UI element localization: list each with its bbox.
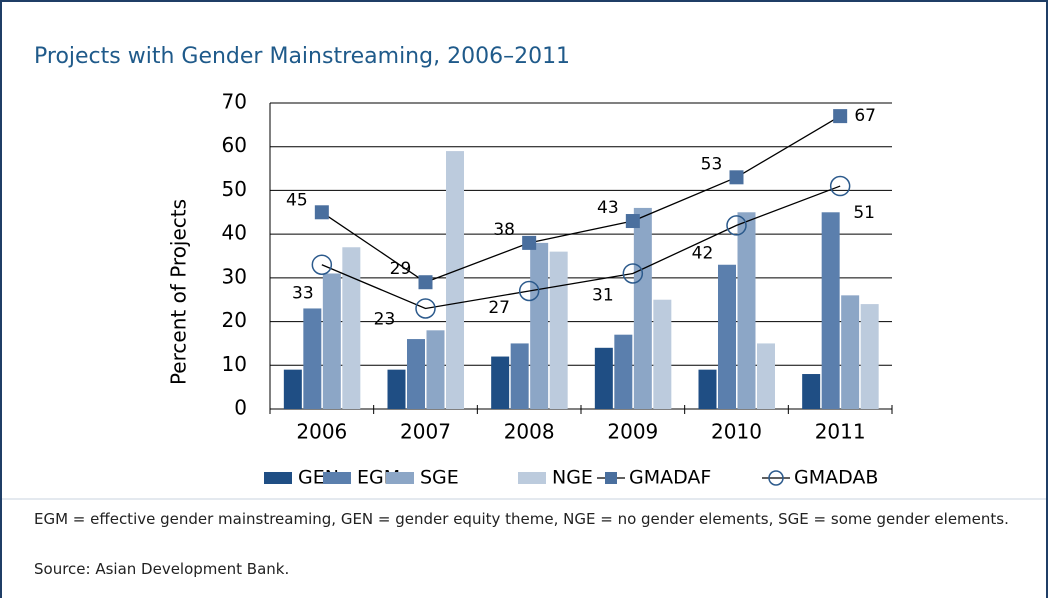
marker [829,175,851,197]
bar [718,264,736,409]
x-tick-label: 2007 [400,420,451,444]
data-label: 38 [493,220,515,240]
data-label: 27 [488,298,510,318]
data-label: 45 [286,190,308,210]
x-tick-label: 2011 [815,420,866,444]
bar [491,356,510,409]
marker [833,109,848,124]
y-tick-label: 40 [222,221,247,245]
data-label: 31 [592,285,614,305]
bar [510,343,529,409]
bar [446,151,464,410]
legend-label: NGE [552,467,593,489]
bar [614,334,633,409]
marker [622,263,644,284]
x-tick-label: 2010 [711,420,762,444]
line [321,115,841,283]
bar [342,247,361,409]
marker [726,215,747,236]
y-tick-label: 20 [222,308,247,332]
legend-swatch [264,472,292,484]
note: EGM = effective gender mainstreaming, GE… [34,510,1009,528]
marker [418,275,433,290]
y-tick-label: 60 [222,133,247,157]
bar [860,304,879,409]
bar [426,330,445,409]
data-label: 42 [692,243,714,263]
y-tick-label: 70 [222,90,247,114]
marker [522,235,537,250]
source: Source: Asian Development Bank. [34,560,290,578]
legend-marker [768,470,784,486]
bar [841,295,860,409]
marker [314,205,329,220]
data-label: 29 [390,259,412,279]
legend-label: GMADAF [629,467,711,489]
bar [698,369,717,409]
bar [549,251,568,409]
chart-title: Projects with Gender Mainstreaming, 2006… [34,44,570,69]
data-label: 67 [854,106,876,126]
bar [407,339,425,409]
bar [802,374,821,409]
x-tick-label: 2009 [607,420,658,444]
y-tick-label: 50 [222,177,247,201]
x-tick-label: 2008 [504,420,555,444]
data-label: 33 [292,284,314,304]
marker [415,298,436,319]
bar [821,212,840,409]
bar [633,207,652,409]
chart: Projects with Gender Mainstreaming, 2006… [2,44,1046,500]
bar [757,343,775,409]
data-label: 51 [853,203,875,223]
bar [737,212,756,409]
marker [311,254,333,275]
data-label: 43 [597,198,619,218]
y-tick-label: 0 [234,396,247,420]
x-tick-label: 2006 [296,420,347,444]
bar [594,347,613,409]
legend-label: GMADAB [794,467,878,489]
marker [518,280,540,302]
data-label: 23 [374,309,396,329]
legend-swatch [323,472,351,484]
legend-swatch [386,472,414,484]
bar [653,299,672,409]
legend-label: SGE [420,467,459,489]
bar [387,369,406,409]
legend-marker [605,472,617,484]
marker [729,170,744,185]
bar [322,273,341,409]
line [321,185,841,310]
y-tick-label: 10 [222,352,247,376]
bar [283,369,302,409]
legend-swatch [518,472,546,484]
data-label: 53 [701,154,723,174]
y-axis-label: Percent of Projects [167,199,191,385]
bar [303,308,322,409]
marker [625,214,640,229]
y-tick-label: 30 [222,264,247,288]
bar [530,242,549,409]
